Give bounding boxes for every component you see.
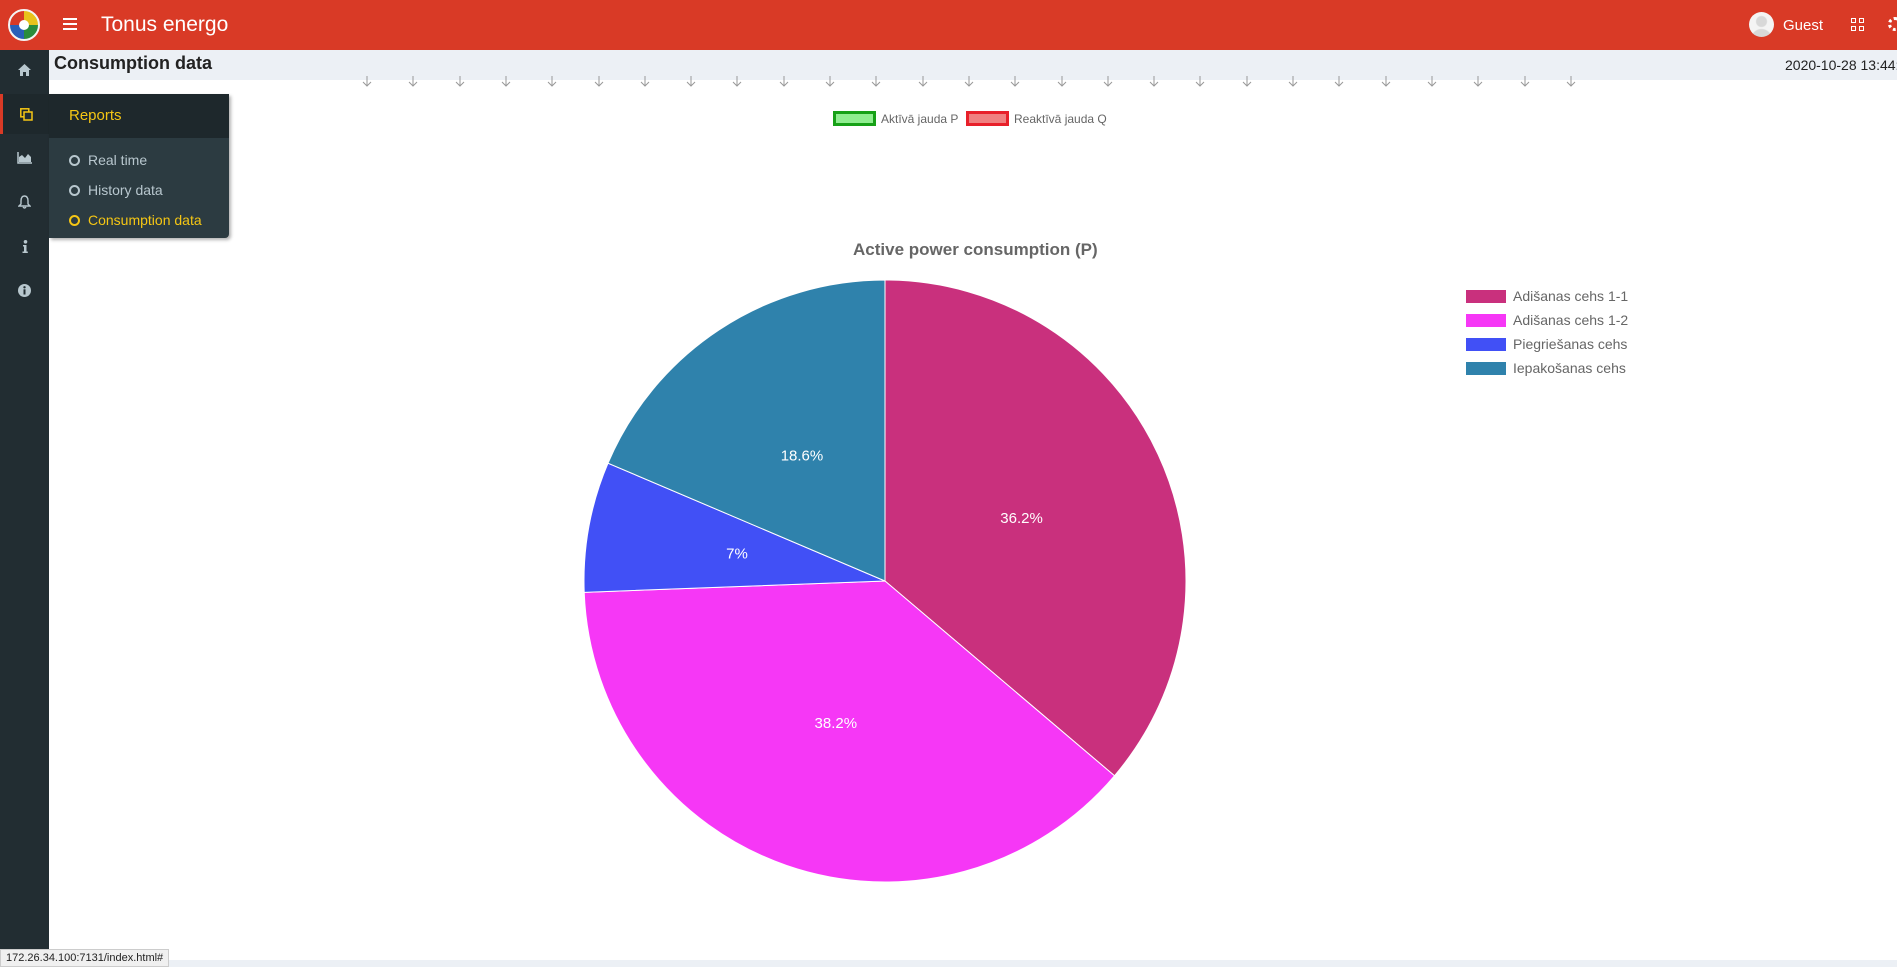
axis-tick (825, 76, 835, 87)
app-logo[interactable] (8, 9, 40, 41)
legend-swatch (1466, 290, 1506, 303)
info-circle-icon (18, 283, 31, 297)
copy-icon (19, 107, 33, 121)
sidebar-item-home[interactable] (0, 50, 49, 90)
pie-slice[interactable] (583, 462, 886, 593)
circle-icon (69, 155, 80, 166)
user-avatar[interactable] (1749, 12, 1774, 37)
content-footer (49, 960, 1897, 967)
legend-swatch (1466, 314, 1506, 327)
info-icon (22, 239, 28, 253)
pie-slice-label: 7% (726, 546, 748, 563)
axis-tick (871, 76, 881, 87)
axis-tick (362, 76, 372, 87)
pie-slice[interactable] (884, 279, 1187, 777)
legend-swatch (1466, 362, 1506, 375)
axis-tick (1427, 76, 1437, 87)
axis-tick (1520, 76, 1529, 87)
sidebar-item-info[interactable] (0, 226, 49, 266)
axis-tick (640, 76, 650, 87)
axis-tick (1057, 76, 1066, 87)
sidebar-item-reports[interactable] (0, 94, 49, 134)
legend-label: Adišanas cehs 1-1 (1513, 288, 1629, 304)
axis-tick (1566, 76, 1576, 87)
submenu-item-history-data[interactable]: History data (49, 175, 229, 205)
circle-icon (69, 185, 80, 196)
sidebar (0, 50, 49, 967)
hamburger-menu-icon[interactable] (63, 18, 77, 30)
pie-slice-label: 38.2% (815, 715, 858, 732)
gear-icon[interactable] (1888, 17, 1897, 31)
axis-tick (547, 76, 557, 87)
sidebar-item-charts[interactable] (0, 138, 49, 178)
axis-tick (1473, 76, 1483, 87)
axis-tick-row (0, 76, 1897, 90)
legend-swatch (966, 111, 1009, 126)
user-name[interactable]: Guest (1783, 17, 1824, 34)
page-title: Consumption data (54, 53, 212, 73)
legend-label: Iepakošanas cehs (1513, 360, 1626, 376)
grid-icon[interactable] (1851, 18, 1864, 31)
axis-tick (455, 76, 464, 87)
pie-slice[interactable] (607, 279, 886, 582)
pie-slice-label: 18.6% (781, 447, 824, 464)
submenu-item-consumption-data[interactable]: Consumption data (49, 205, 229, 235)
circle-icon (69, 215, 80, 226)
current-datetime: 2020-10-28 13:44: (1785, 57, 1897, 73)
legend-label: Piegriešanas cehs (1513, 336, 1628, 352)
axis-tick (1010, 76, 1020, 87)
pie-slice-label: 36.2% (1000, 510, 1043, 527)
sidebar-item-about[interactable] (0, 270, 49, 310)
axis-tick (1103, 76, 1113, 87)
top-navbar: Tonus energo Guest (0, 0, 1897, 50)
axis-tick (1196, 76, 1205, 87)
chart-title: Active power consumption (P) (853, 240, 1098, 259)
axis-tick (501, 76, 511, 87)
axis-tick (918, 76, 927, 87)
sidebar-item-alerts[interactable] (0, 182, 49, 222)
axis-tick (1242, 76, 1252, 87)
axis-tick (1288, 76, 1298, 87)
axis-tick (686, 76, 696, 87)
legend-swatch (833, 111, 876, 126)
submenu-item-label: History data (88, 182, 163, 198)
reports-submenu: Reports Real time History data Consumpti… (49, 94, 229, 238)
submenu-item-label: Real time (88, 152, 148, 168)
legend-label: Aktīvā jauda P (881, 112, 959, 126)
home-icon (18, 64, 31, 76)
axis-tick (964, 76, 974, 87)
submenu-item-label: Consumption data (88, 212, 202, 228)
axis-tick (733, 76, 742, 87)
pie-chart: 36.2% 38.2% 7% 18.6% (583, 279, 1187, 883)
status-bar-url: 172.26.34.100:7131/index.html# (0, 949, 170, 967)
legend-label: Adišanas cehs 1-2 (1513, 312, 1629, 328)
axis-tick (1334, 76, 1344, 87)
axis-tick (779, 76, 789, 87)
bell-icon (18, 195, 31, 209)
axis-tick (1149, 76, 1159, 87)
app-title: Tonus energo (101, 13, 229, 36)
submenu-header[interactable]: Reports (49, 94, 229, 138)
axis-tick (594, 76, 603, 87)
area-chart-icon (17, 152, 32, 164)
legend-swatch (1466, 338, 1506, 351)
content-header (49, 50, 1897, 80)
legend-label: Reaktīvā jauda Q (1014, 112, 1107, 126)
pie-slice[interactable] (583, 580, 1116, 883)
submenu-item-real-time[interactable]: Real time (49, 145, 229, 175)
axis-tick (1381, 76, 1390, 87)
axis-tick (408, 76, 418, 87)
